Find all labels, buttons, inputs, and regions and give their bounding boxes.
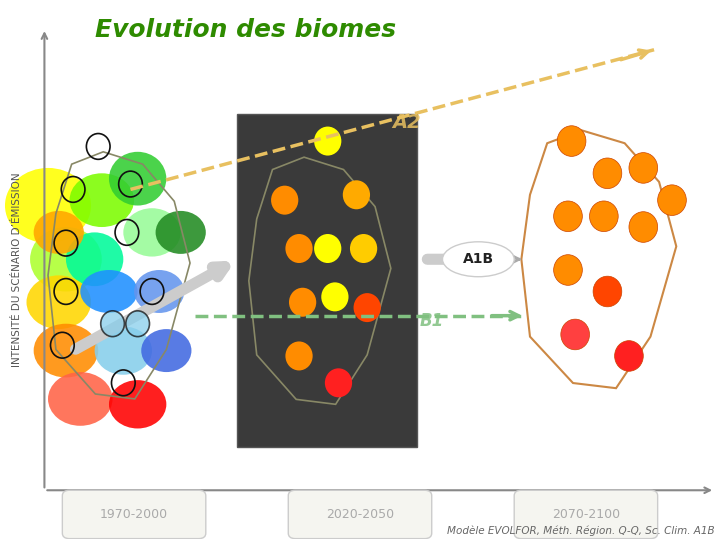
Ellipse shape (34, 211, 84, 254)
Ellipse shape (70, 173, 134, 227)
Text: 2070-2100: 2070-2100 (552, 508, 620, 521)
Ellipse shape (109, 380, 166, 428)
Ellipse shape (343, 180, 370, 210)
Ellipse shape (590, 201, 618, 232)
Ellipse shape (156, 211, 206, 254)
Text: A2: A2 (392, 113, 421, 132)
Ellipse shape (109, 152, 166, 206)
Ellipse shape (350, 234, 377, 263)
Ellipse shape (101, 311, 125, 336)
Ellipse shape (285, 341, 312, 370)
Ellipse shape (593, 158, 622, 188)
Text: Modèle EVOLFOR, Méth. Région. Q-Q, Sc. Clim. A1B: Modèle EVOLFOR, Méth. Région. Q-Q, Sc. C… (447, 525, 715, 536)
Ellipse shape (554, 255, 582, 285)
Ellipse shape (593, 276, 622, 307)
Ellipse shape (27, 275, 91, 329)
Ellipse shape (629, 212, 657, 242)
Ellipse shape (141, 329, 192, 372)
Text: B1: B1 (420, 312, 444, 330)
Polygon shape (521, 130, 676, 388)
FancyBboxPatch shape (237, 114, 418, 447)
Ellipse shape (5, 168, 91, 243)
Ellipse shape (325, 368, 352, 397)
Text: 1970-2000: 1970-2000 (100, 508, 168, 521)
Ellipse shape (271, 186, 298, 215)
Text: Evolution des biomes: Evolution des biomes (94, 17, 396, 42)
Ellipse shape (314, 126, 341, 156)
Ellipse shape (81, 270, 138, 313)
Ellipse shape (123, 208, 181, 256)
Ellipse shape (657, 185, 686, 215)
Ellipse shape (126, 311, 150, 336)
Ellipse shape (66, 232, 123, 286)
Ellipse shape (94, 326, 152, 375)
Ellipse shape (34, 323, 98, 377)
Ellipse shape (615, 341, 643, 372)
Ellipse shape (443, 242, 514, 276)
Text: INTENSITÉ DU SCÉNARIO D’ÉMISSION: INTENSITÉ DU SCÉNARIO D’ÉMISSION (12, 173, 22, 367)
Ellipse shape (289, 288, 316, 317)
Ellipse shape (561, 319, 590, 350)
Ellipse shape (629, 153, 657, 183)
FancyBboxPatch shape (288, 490, 432, 538)
Ellipse shape (354, 293, 381, 322)
Ellipse shape (557, 126, 586, 157)
Ellipse shape (134, 270, 184, 313)
Ellipse shape (554, 201, 582, 232)
Text: 2020-2050: 2020-2050 (326, 508, 394, 521)
FancyBboxPatch shape (63, 490, 206, 538)
Text: A1B: A1B (463, 252, 494, 266)
FancyBboxPatch shape (514, 490, 657, 538)
Ellipse shape (30, 227, 102, 292)
Ellipse shape (314, 234, 341, 263)
Ellipse shape (285, 234, 312, 263)
Ellipse shape (48, 372, 112, 426)
Ellipse shape (321, 282, 348, 312)
